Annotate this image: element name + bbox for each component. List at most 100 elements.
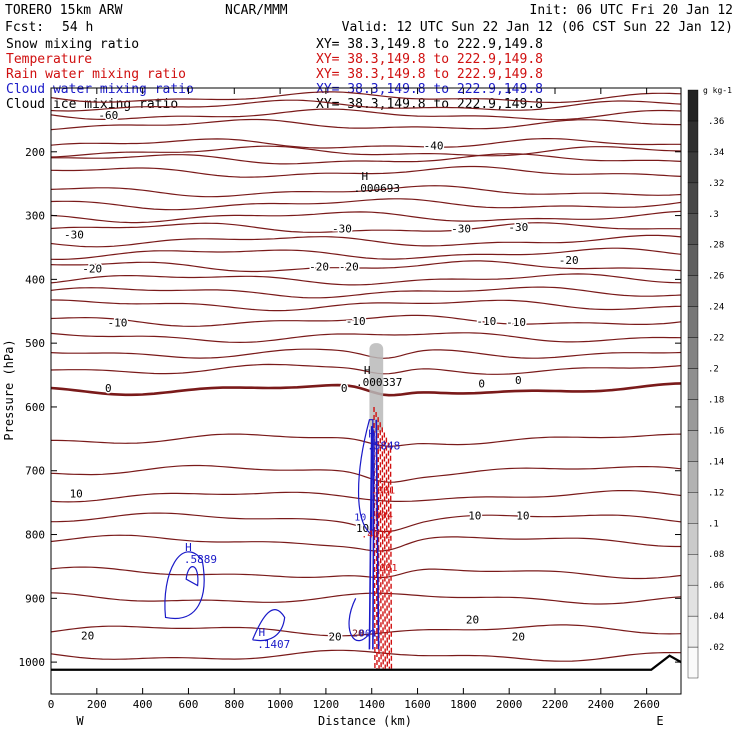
colorbar-swatch bbox=[687, 89, 699, 122]
cloud-water-contour bbox=[185, 566, 199, 587]
x-tick-label: 1800 bbox=[450, 698, 477, 711]
colorbar-swatch bbox=[687, 306, 699, 338]
x-tick-label: 1200 bbox=[313, 698, 340, 711]
colorbar-swatch bbox=[687, 244, 699, 276]
plot-frame bbox=[50, 87, 682, 695]
colorbar-swatch bbox=[687, 461, 699, 493]
legend-field-name: Cloud water mixing ratio bbox=[6, 82, 194, 97]
rain-contour-line bbox=[379, 422, 382, 669]
rain-contour-line bbox=[381, 427, 384, 669]
x-axis-label: Distance (km) bbox=[318, 714, 412, 728]
temperature-contour-line bbox=[50, 464, 682, 483]
temperature-contour-line bbox=[50, 382, 682, 397]
axes: 0 200 400 600 800 1000 1200 1400 1600 1800 2000 220… bbox=[19, 87, 682, 711]
colorbar-label: .1 bbox=[708, 519, 719, 529]
colorbar-label: .08 bbox=[708, 550, 724, 560]
x-tick-label: 600 bbox=[179, 698, 199, 711]
legend-field-name: Temperature bbox=[6, 52, 92, 67]
colorbar-swatch bbox=[687, 430, 699, 462]
temperature-contour-line bbox=[50, 363, 682, 375]
colorbar-swatch bbox=[687, 646, 699, 679]
x-tick-label: 400 bbox=[133, 698, 153, 711]
temperature-contour-line bbox=[50, 108, 682, 121]
fcst-label: Fcst: bbox=[5, 20, 44, 35]
contour-label: .001 bbox=[353, 629, 377, 640]
contour-label: .001 bbox=[373, 563, 397, 574]
temperature-contour-line bbox=[50, 534, 681, 552]
temperature-contour-label: -30 bbox=[451, 222, 471, 235]
colorbar-swatch bbox=[687, 120, 699, 153]
colorbar-swatch bbox=[687, 492, 699, 524]
temperature-contour-label: 0 bbox=[515, 374, 522, 387]
temperature-contour-line bbox=[50, 592, 682, 605]
colorbar-swatch bbox=[687, 554, 699, 586]
x-tick-label: 2400 bbox=[588, 698, 615, 711]
temperature-contour-line bbox=[50, 91, 682, 104]
colorbar-label: .12 bbox=[708, 488, 724, 498]
extremum-marker: H bbox=[368, 428, 375, 441]
cloud-water-contour bbox=[368, 419, 380, 650]
extremum-value: .5848 bbox=[367, 440, 400, 453]
cloud-water-contour bbox=[348, 598, 373, 642]
colorbar-unit: g kg-1 bbox=[703, 86, 732, 95]
temperature-contour-label: -10 bbox=[346, 315, 366, 328]
colorbar-swatch bbox=[687, 275, 699, 307]
colorbar-swatch bbox=[687, 615, 699, 648]
temperature-contour-label: 10 bbox=[356, 522, 369, 535]
temperature-contour-label: 0 bbox=[478, 377, 485, 390]
colorbar-swatch bbox=[687, 337, 699, 369]
y-tick-label: 500 bbox=[25, 337, 45, 350]
y-tick-label: 400 bbox=[25, 273, 45, 286]
y-tick-label: 700 bbox=[25, 465, 45, 478]
plot-area: -60-40-30 -30 -30 -30-20 -20 -20 -20-10 -10 -10-… bbox=[50, 91, 682, 671]
legend-field-xy: XY= 38.3,149.8 to 222.9,149.8 bbox=[316, 67, 543, 82]
y-tick-label: 300 bbox=[25, 210, 45, 223]
temperature-contour-line bbox=[50, 138, 681, 149]
colorbar-label: .28 bbox=[708, 241, 724, 251]
temperature-contour-label: -30 bbox=[332, 222, 352, 235]
y-tick-label: 900 bbox=[25, 592, 45, 605]
x-tick-label: 0 bbox=[48, 698, 55, 711]
temperature-contour-line bbox=[50, 222, 682, 233]
contour-label: 10 bbox=[354, 512, 366, 523]
x-end-right: E bbox=[656, 714, 663, 728]
extremum-marker: H bbox=[258, 626, 265, 639]
colorbar-label: .06 bbox=[708, 581, 724, 591]
temperature-contour-label: -40 bbox=[424, 139, 444, 152]
x-tick-label: 2000 bbox=[496, 698, 523, 711]
center-title: NCAR/MMM bbox=[225, 3, 288, 18]
colorbar-swatch bbox=[687, 151, 699, 184]
temperature-contour-line bbox=[50, 260, 682, 273]
x-tick-label: 200 bbox=[87, 698, 107, 711]
temperature-contour-label: -10 bbox=[476, 315, 496, 328]
x-tick-label: 1000 bbox=[267, 698, 294, 711]
temperature-contour-label: 10 bbox=[70, 488, 83, 501]
temperature-contour-label: 0 bbox=[341, 382, 348, 395]
temperature-contour-line bbox=[50, 348, 682, 359]
temperature-contour-label: -20 bbox=[82, 263, 102, 276]
y-tick-label: 200 bbox=[25, 146, 45, 159]
rain-contour-line bbox=[385, 437, 389, 669]
temperature-contour-line bbox=[50, 314, 682, 327]
colorbar-swatch bbox=[687, 584, 699, 617]
legend-field-name: Snow mixing ratio bbox=[6, 37, 139, 52]
temperature-contour-line bbox=[50, 624, 682, 637]
extremum-marker: H bbox=[364, 364, 371, 377]
temperature-contour-label: 10 bbox=[516, 509, 529, 522]
temperature-contour-line bbox=[50, 286, 682, 299]
extremum-marker: H bbox=[362, 170, 369, 183]
y-tick-label: 1000 bbox=[19, 656, 46, 669]
temperature-contour-label: -20 bbox=[309, 261, 329, 274]
temperature-contour-line bbox=[51, 299, 682, 312]
x-tick-label: 1600 bbox=[404, 698, 431, 711]
temperature-contour-line bbox=[50, 234, 682, 248]
colorbar-label: .02 bbox=[708, 643, 724, 653]
field-legend: Snow mixing ratio XY= 38.3,149.8 to 222.9… bbox=[6, 37, 543, 112]
x-end-left: W bbox=[76, 714, 84, 728]
extremum-value: .5889 bbox=[184, 553, 217, 566]
model-title: TORERO 15km ARW bbox=[5, 3, 123, 18]
colorbar-swatch bbox=[687, 182, 699, 214]
legend-field-xy: XY= 38.3,149.8 to 222.9,149.8 bbox=[316, 37, 543, 52]
temperature-contour-line bbox=[50, 649, 682, 662]
